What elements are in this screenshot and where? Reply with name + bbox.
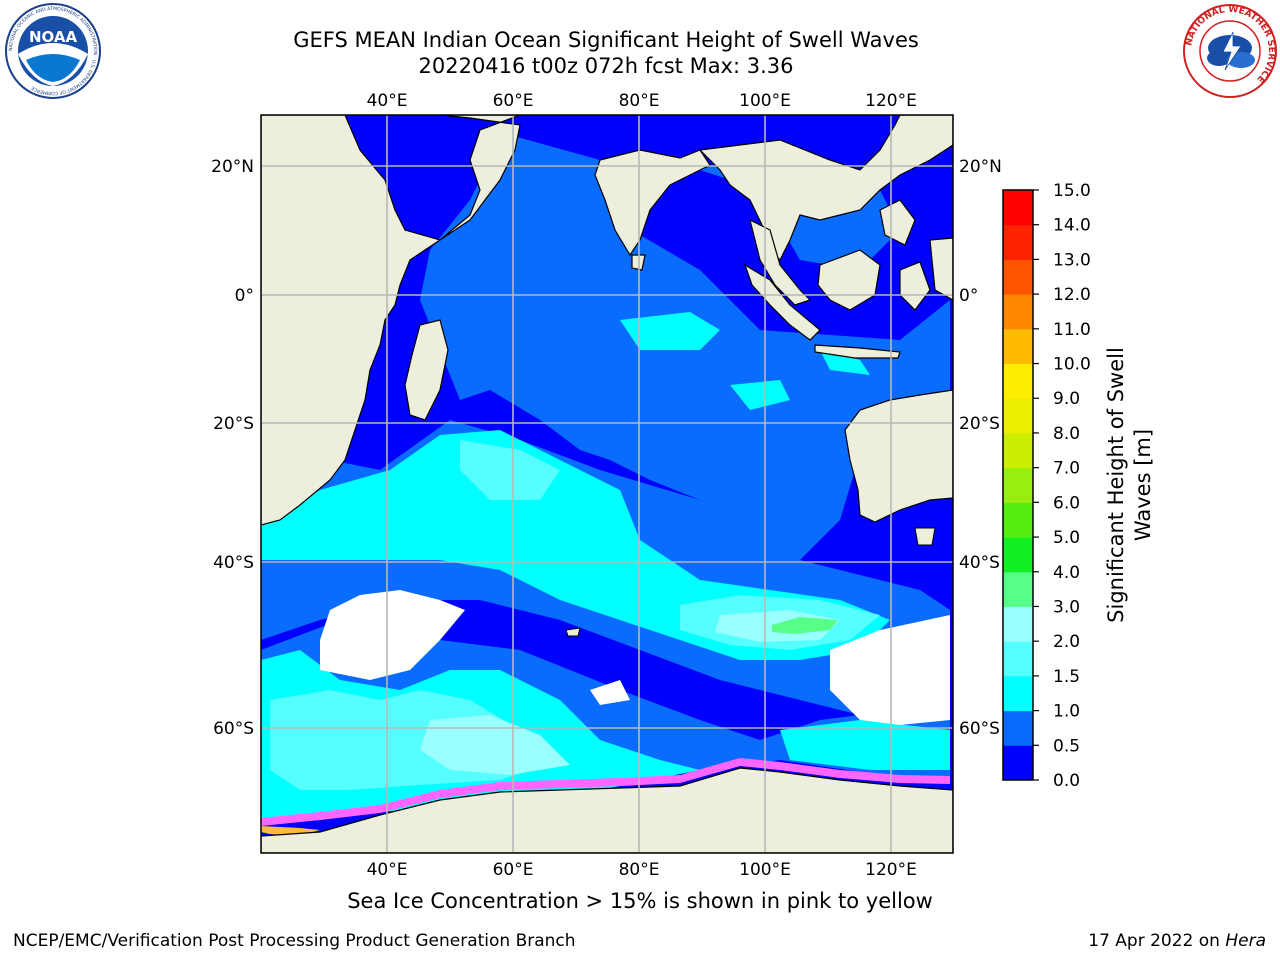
kerguelen (565, 627, 581, 637)
colorbar-segment (1003, 710, 1033, 746)
swell-band-3-0 (772, 617, 838, 634)
top-lon-label: 100°E (739, 91, 791, 111)
colorbar-segment (1003, 432, 1033, 469)
colorbar-tick-label: 14.0 (1053, 216, 1091, 236)
graticule (261, 115, 953, 853)
colorbar-tick-label: 6.0 (1053, 493, 1080, 513)
left-lat-label: 40°S (213, 553, 254, 573)
colorbar-segment (1003, 502, 1033, 538)
left-lat-label: 0° (235, 286, 254, 306)
footer-date: 17 Apr 2022 on Hera (1088, 931, 1266, 951)
bottom-lon-label: 40°E (367, 860, 408, 880)
right-lat-label: 40°S (959, 553, 1000, 573)
map-area (261, 115, 953, 853)
colorbar-segment (1003, 641, 1033, 677)
colorbar-frame (1002, 189, 1034, 781)
colorbar-tick-label: 3.0 (1053, 597, 1080, 617)
left-lat-label: 20°S (213, 414, 254, 434)
colorbar-segment (1003, 190, 1033, 226)
noaa-logo-text: NOAA (29, 28, 78, 46)
colorbar-segment (1003, 259, 1033, 295)
colorbar-tick-label: 8.0 (1053, 424, 1080, 444)
colorbar-segment (1003, 537, 1033, 573)
colorbar-segment (1003, 328, 1033, 365)
no-data-areas (320, 590, 950, 725)
colorbar-tick-label: 0.5 (1053, 736, 1080, 756)
top-lon-label: 80°E (619, 91, 660, 111)
bottom-lon-label: 80°E (619, 860, 660, 880)
colorbar-tick-label: 13.0 (1053, 250, 1091, 270)
colorbar-segment (1003, 363, 1033, 399)
bottom-lon-label: 120°E (865, 860, 917, 880)
colorbar-tick-label: 12.0 (1053, 285, 1091, 305)
bottom-lon-label: 60°E (493, 860, 534, 880)
map-frame (260, 114, 954, 854)
colorbar-segment (1003, 294, 1033, 330)
colorbar-tick-label: 10.0 (1053, 355, 1091, 375)
chart-subtitle: 20220416 t00z 072h fcst Max: 3.36 (418, 54, 794, 78)
colorbar-segment (1003, 675, 1033, 712)
colorbar-label-line1: Significant Height of Swell (1104, 347, 1128, 623)
top-lon-label: 60°E (493, 91, 534, 111)
chart-title: GEFS MEAN Indian Ocean Significant Heigh… (293, 28, 919, 52)
left-lat-label: 60°S (213, 719, 254, 739)
colorbar-segment (1003, 398, 1033, 434)
colorbar (1002, 189, 1034, 781)
colorbar-segment (1003, 571, 1033, 607)
right-lat-label: 0° (959, 286, 978, 306)
colorbar-tick-label: 1.0 (1053, 702, 1080, 722)
colorbar-label-line2: Waves [m] (1131, 429, 1155, 541)
colorbar-tick-label: 9.0 (1053, 389, 1080, 409)
sea-ice-note: Sea Ice Concentration > 15% is shown in … (347, 889, 933, 913)
colorbar-tick-label: 7.0 (1053, 459, 1080, 479)
colorbar-tick-label: 0.0 (1053, 771, 1080, 791)
left-lat-label: 20°N (211, 157, 254, 177)
right-lat-label: 60°S (959, 719, 1000, 739)
colorbar-segment (1003, 745, 1033, 781)
colorbar-tick-label: 15.0 (1053, 181, 1091, 201)
nws-logo: NATIONAL WEATHER SERVICE (1183, 4, 1277, 98)
right-lat-label: 20°S (959, 414, 1000, 434)
colorbar-ticks: 0.0 0.5 1.0 1.5 2.0 3.0 4.0 5.0 6.0 7.0 8.0 9.0 10.0… (1033, 181, 1091, 791)
top-lon-label: 40°E (367, 91, 408, 111)
colorbar-tick-label: 11.0 (1053, 320, 1091, 340)
footer-date-text: 17 Apr 2022 on (1088, 931, 1226, 951)
noaa-logo: NOAA NATIONAL OCEANIC AND ATMOSPHERIC AD… (5, 3, 101, 99)
colorbar-segment (1003, 606, 1033, 642)
footer-credit: NCEP/EMC/Verification Post Processing Pr… (13, 931, 576, 951)
right-lat-label: 20°N (959, 157, 1002, 177)
colorbar-segment (1003, 224, 1033, 260)
top-lon-label: 120°E (865, 91, 917, 111)
colorbar-tick-label: 5.0 (1053, 528, 1080, 548)
colorbar-tick-label: 2.0 (1053, 632, 1080, 652)
colorbar-tick-label: 1.5 (1053, 667, 1080, 687)
colorbar-tick-label: 4.0 (1053, 563, 1080, 583)
colorbar-segment (1003, 467, 1033, 503)
tasmania (914, 527, 936, 546)
footer-host: Hera (1225, 931, 1266, 951)
bottom-lon-label: 100°E (739, 860, 791, 880)
